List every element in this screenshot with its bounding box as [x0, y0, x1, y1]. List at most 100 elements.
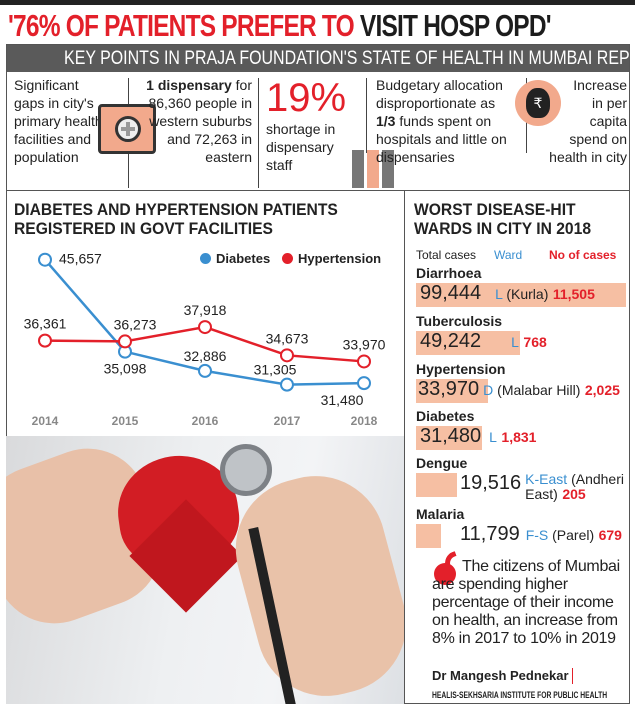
heart-stethoscope-photo [6, 436, 404, 704]
ward-row: 33,970 D (Malabar Hill) 2,025 [418, 378, 620, 401]
ward-info: F-S (Parel) 679 [526, 527, 622, 545]
data-point-diabetes [357, 376, 371, 391]
legend-hypertension-label: Hypertension [298, 251, 382, 266]
divider [258, 78, 259, 188]
ward-code: L [511, 334, 519, 350]
disease-name: Malaria [416, 506, 465, 522]
x-tick-label: 2016 [192, 414, 219, 428]
disease-name: Tuberculosis [416, 313, 503, 329]
line-chart: 2014 2015 2016 2017 2018 45,657 35,098 32,886 31… [24, 251, 386, 428]
headline-black: VISIT HOSP OPD' [359, 8, 552, 43]
kp-budget-pre: Budgetary allocation disproportionate as [376, 77, 503, 111]
legend-hypertension: Hypertension [282, 251, 381, 266]
kp-increase-block: ₹ Increase in per capita spend on health… [515, 76, 627, 166]
data-label-diabetes: 45,657 [59, 251, 102, 267]
data-label-hypertension: 36,273 [114, 316, 157, 332]
kp-gaps: Significant gaps in city's primary healt… [14, 77, 103, 165]
ward-note: (Andheri East) [525, 471, 624, 502]
quote-mark-icon [434, 551, 461, 585]
data-point-hypertension [198, 320, 212, 335]
first-aid-circle [115, 116, 141, 142]
kp-dispensary-bold: 1 dispensary [146, 77, 232, 93]
ward-code: K-East [525, 471, 568, 487]
ward-info: D (Malabar Hill) 2,025 [483, 382, 620, 400]
ward-note: (Malabar Hill) [493, 382, 581, 398]
quote-text: The citizens of Mumbai are spending high… [432, 558, 620, 647]
ward-info: L (Kurla) 11,505 [495, 286, 595, 304]
total-cases: 99,444 [420, 282, 482, 304]
data-label-diabetes: 32,886 [184, 348, 227, 364]
disease-name: Hypertension [416, 361, 506, 377]
cases-bar [416, 283, 626, 307]
divider [572, 668, 573, 684]
ward-cases: 11,505 [552, 286, 595, 302]
ward-code: L [489, 429, 497, 445]
keypoints-title: KEY POINTS IN PRAJA FOUNDATION'S STATE O… [64, 48, 629, 69]
disease-name: Dengue [416, 455, 468, 471]
legend-diabetes: Diabetes [200, 251, 270, 266]
keypoints-bar: KEY POINTS IN PRAJA FOUNDATION'S STATE O… [7, 45, 629, 72]
legend-diabetes-label: Diabetes [216, 251, 271, 266]
ward-info: L 1,831 [489, 429, 536, 447]
ward-row: 11,799 F-S (Parel) 679 [460, 523, 622, 546]
ward-cases: 768 [523, 334, 547, 350]
data-label-diabetes: 31,305 [254, 362, 297, 378]
kp-dispensary-block: 1 dispensary for 86,360 people in wester… [140, 76, 252, 166]
data-point-diabetes [198, 363, 212, 378]
data-label-hypertension: 36,361 [24, 316, 67, 332]
x-tick-label: 2015 [112, 414, 139, 428]
ward-row: 31,480 L 1,831 [420, 425, 536, 448]
data-point-hypertension [118, 334, 132, 349]
ward-cases: 679 [598, 527, 622, 543]
ward-row: 99,444 L (Kurla) 11,505 [420, 282, 595, 305]
quote-org: HEALIS-SEKHSARIA INSTITUTE FOR PUBLIC HE… [432, 690, 608, 700]
total-cases: 11,799 [460, 523, 520, 545]
x-tick-label: 2014 [32, 414, 59, 428]
stethoscope [220, 444, 272, 496]
ward-note: (Kurla) [502, 286, 549, 302]
quote-author: Dr Mangesh Pednekar [432, 668, 569, 683]
total-cases: 19,516 [460, 472, 522, 494]
legend-hypertension-marker [282, 253, 293, 264]
kp-budget-bold: 1/3 [376, 113, 396, 129]
kp-shortage-pct: 19% [266, 76, 347, 120]
doctors-icon [350, 138, 396, 188]
cases-bar [416, 379, 488, 403]
ward-code: L [495, 286, 503, 302]
data-point-diabetes [280, 377, 294, 392]
ward-info: L 768 [511, 334, 547, 352]
total-cases: 31,480 [420, 425, 482, 447]
hdr-ward: Ward [494, 248, 523, 262]
data-label-hypertension: 33,970 [343, 336, 386, 352]
disease-name: Diabetes [416, 408, 475, 424]
data-label-hypertension: 37,918 [184, 302, 227, 318]
total-cases: 49,242 [420, 330, 482, 352]
ward-cases: 2,025 [584, 382, 620, 398]
top-rule [0, 0, 635, 5]
x-tick-label: 2018 [351, 414, 378, 428]
kp-increase: Increase in per capita spend on health i… [549, 77, 627, 165]
hdr-cases: No of cases [549, 248, 617, 262]
divider [366, 78, 367, 153]
kp-budget-block: Budgetary allocation disproportionate as… [376, 76, 516, 166]
data-point-diabetes [38, 252, 52, 267]
kp-dispensary: for 86,360 people in western suburbs and… [148, 77, 252, 165]
data-label-hypertension: 34,673 [266, 330, 309, 346]
kp-budget-post: funds spent on hospitals and little on d… [376, 113, 507, 165]
hand-right [220, 460, 404, 704]
divider [404, 190, 405, 704]
ward-code: F-S [525, 527, 549, 543]
rupee-glyph: ₹ [526, 88, 550, 118]
ward-cases: 205 [562, 486, 586, 502]
data-point-hypertension [357, 354, 371, 369]
wards-title-2: WARDS IN CITY IN 2018 [414, 219, 592, 238]
x-tick-label: 2017 [274, 414, 301, 428]
ward-row: 49,242 L 768 [420, 330, 547, 353]
ward-cases: 1,831 [501, 429, 537, 445]
cases-bar [416, 473, 457, 497]
ward-code: D [483, 382, 494, 398]
cases-bar [416, 524, 441, 548]
cases-bar [416, 331, 520, 355]
data-label-diabetes: 35,098 [104, 361, 147, 377]
ward-row: 19,516 K-East (Andheri East) 205 [460, 472, 635, 502]
